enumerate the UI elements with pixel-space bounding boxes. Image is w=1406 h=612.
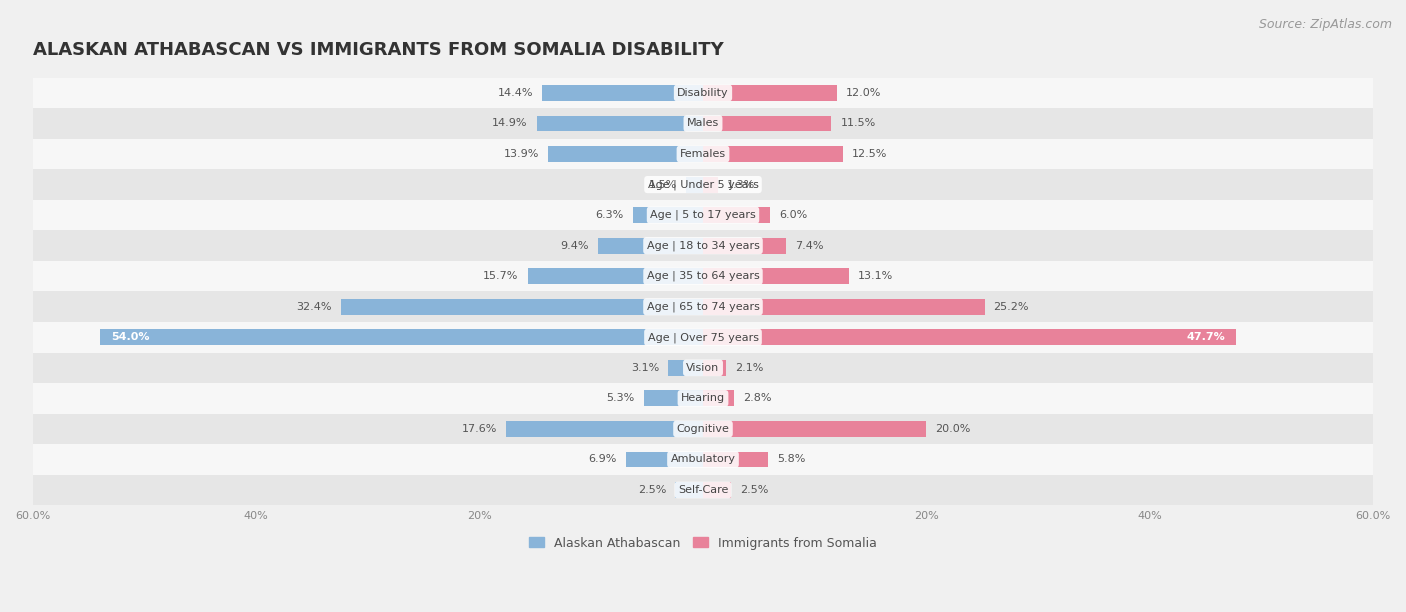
Text: Females: Females <box>681 149 725 159</box>
Bar <box>32 78 1374 108</box>
Bar <box>633 207 703 223</box>
Text: 20.0%: 20.0% <box>935 424 970 434</box>
Bar <box>703 207 770 223</box>
Bar <box>543 85 703 101</box>
Bar <box>668 360 703 376</box>
Text: Age | 5 to 17 years: Age | 5 to 17 years <box>650 210 756 220</box>
Bar <box>32 200 1374 230</box>
Bar <box>703 146 842 162</box>
Text: Age | 18 to 34 years: Age | 18 to 34 years <box>647 241 759 251</box>
Bar <box>32 322 1374 353</box>
Text: Hearing: Hearing <box>681 394 725 403</box>
Text: 13.1%: 13.1% <box>858 271 894 281</box>
Bar <box>32 475 1374 506</box>
Text: Males: Males <box>688 119 718 129</box>
Bar <box>675 482 703 498</box>
Text: 6.9%: 6.9% <box>589 455 617 465</box>
Text: 2.5%: 2.5% <box>638 485 666 495</box>
Bar <box>703 482 731 498</box>
Bar <box>32 139 1374 170</box>
Text: 2.5%: 2.5% <box>740 485 768 495</box>
Text: Ambulatory: Ambulatory <box>671 455 735 465</box>
Text: 54.0%: 54.0% <box>111 332 149 342</box>
Text: 25.2%: 25.2% <box>994 302 1029 312</box>
Legend: Alaskan Athabascan, Immigrants from Somalia: Alaskan Athabascan, Immigrants from Soma… <box>524 532 882 554</box>
Text: Age | Over 75 years: Age | Over 75 years <box>648 332 758 343</box>
Bar <box>703 329 1236 345</box>
Bar <box>686 177 703 193</box>
Text: Vision: Vision <box>686 363 720 373</box>
Text: 1.5%: 1.5% <box>650 179 678 190</box>
Bar <box>703 299 984 315</box>
Bar <box>703 421 927 437</box>
Bar <box>32 291 1374 322</box>
Bar <box>32 108 1374 139</box>
Bar <box>32 383 1374 414</box>
Bar <box>644 390 703 406</box>
Text: 5.3%: 5.3% <box>606 394 636 403</box>
Bar <box>703 85 837 101</box>
Bar <box>32 230 1374 261</box>
Text: 2.1%: 2.1% <box>735 363 763 373</box>
Bar <box>527 268 703 284</box>
Bar <box>703 177 717 193</box>
Text: 12.5%: 12.5% <box>852 149 887 159</box>
Text: 14.9%: 14.9% <box>492 119 527 129</box>
Bar <box>703 116 831 132</box>
Text: 47.7%: 47.7% <box>1187 332 1225 342</box>
Text: Age | Under 5 years: Age | Under 5 years <box>648 179 758 190</box>
Text: Cognitive: Cognitive <box>676 424 730 434</box>
Bar <box>32 170 1374 200</box>
Bar <box>703 452 768 468</box>
Bar <box>598 237 703 253</box>
Bar <box>703 268 849 284</box>
Bar <box>703 237 786 253</box>
Text: 5.8%: 5.8% <box>776 455 806 465</box>
Text: 14.4%: 14.4% <box>498 88 533 98</box>
Bar <box>703 360 727 376</box>
Text: Age | 35 to 64 years: Age | 35 to 64 years <box>647 271 759 282</box>
Text: 32.4%: 32.4% <box>297 302 332 312</box>
Text: Age | 65 to 74 years: Age | 65 to 74 years <box>647 302 759 312</box>
Text: 9.4%: 9.4% <box>561 241 589 251</box>
Bar <box>32 414 1374 444</box>
Text: ALASKAN ATHABASCAN VS IMMIGRANTS FROM SOMALIA DISABILITY: ALASKAN ATHABASCAN VS IMMIGRANTS FROM SO… <box>32 42 723 59</box>
Text: 6.0%: 6.0% <box>779 210 807 220</box>
Text: Disability: Disability <box>678 88 728 98</box>
Bar <box>548 146 703 162</box>
Bar <box>342 299 703 315</box>
Text: 17.6%: 17.6% <box>463 424 498 434</box>
Bar <box>32 353 1374 383</box>
Text: Self-Care: Self-Care <box>678 485 728 495</box>
Text: Source: ZipAtlas.com: Source: ZipAtlas.com <box>1258 18 1392 31</box>
Text: 2.8%: 2.8% <box>744 394 772 403</box>
Bar <box>537 116 703 132</box>
Bar <box>32 444 1374 475</box>
Bar <box>32 261 1374 291</box>
Text: 1.3%: 1.3% <box>727 179 755 190</box>
Bar <box>626 452 703 468</box>
Text: 6.3%: 6.3% <box>595 210 624 220</box>
Bar <box>703 390 734 406</box>
Bar <box>506 421 703 437</box>
Bar <box>100 329 703 345</box>
Text: 11.5%: 11.5% <box>841 119 876 129</box>
Text: 3.1%: 3.1% <box>631 363 659 373</box>
Text: 15.7%: 15.7% <box>484 271 519 281</box>
Text: 12.0%: 12.0% <box>846 88 882 98</box>
Text: 7.4%: 7.4% <box>794 241 823 251</box>
Text: 13.9%: 13.9% <box>503 149 538 159</box>
